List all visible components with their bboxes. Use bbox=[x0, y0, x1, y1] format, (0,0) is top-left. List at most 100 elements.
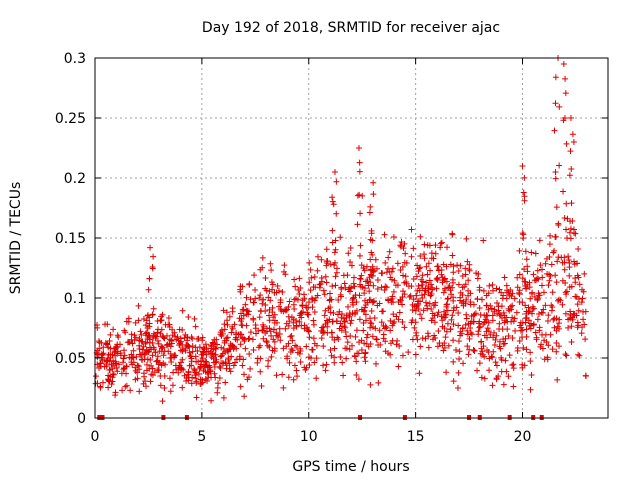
data-point bbox=[423, 279, 430, 286]
data-point bbox=[572, 230, 579, 237]
data-point bbox=[358, 347, 365, 354]
data-point bbox=[378, 284, 385, 291]
data-point bbox=[519, 275, 526, 282]
data-point bbox=[323, 262, 330, 269]
data-point bbox=[332, 273, 339, 280]
data-point bbox=[257, 368, 264, 375]
data-point bbox=[370, 297, 377, 304]
data-point bbox=[290, 376, 297, 383]
data-point bbox=[581, 321, 588, 328]
data-point bbox=[409, 336, 416, 343]
data-point bbox=[221, 321, 228, 328]
data-point bbox=[159, 344, 166, 351]
data-point bbox=[329, 198, 336, 205]
data-point bbox=[566, 172, 573, 179]
data-point bbox=[514, 274, 521, 281]
data-point bbox=[457, 262, 464, 269]
data-point bbox=[509, 290, 516, 297]
data-point bbox=[407, 292, 414, 299]
data-point bbox=[578, 330, 585, 337]
data-point bbox=[177, 347, 184, 354]
data-point bbox=[556, 296, 563, 303]
data-point bbox=[396, 309, 403, 316]
data-point bbox=[216, 375, 223, 382]
data-point bbox=[424, 271, 431, 278]
data-point bbox=[403, 259, 410, 266]
data-point bbox=[493, 362, 500, 369]
data-point bbox=[408, 226, 415, 233]
data-point bbox=[331, 169, 338, 175]
data-point bbox=[310, 284, 317, 290]
data-point bbox=[268, 332, 275, 339]
data-point bbox=[361, 290, 368, 297]
data-point bbox=[180, 366, 187, 373]
data-point bbox=[376, 327, 383, 334]
data-point bbox=[444, 244, 451, 251]
data-point bbox=[417, 311, 424, 318]
data-point bbox=[543, 255, 550, 262]
data-point bbox=[399, 288, 406, 295]
data-point bbox=[547, 331, 554, 338]
data-point bbox=[441, 286, 448, 293]
data-point bbox=[142, 350, 149, 357]
data-point bbox=[167, 388, 174, 395]
data-point bbox=[510, 383, 517, 390]
data-point bbox=[486, 282, 493, 289]
data-point bbox=[534, 267, 541, 274]
data-point bbox=[362, 358, 369, 365]
data-point bbox=[144, 356, 151, 363]
data-point bbox=[160, 334, 167, 341]
data-point bbox=[362, 301, 369, 308]
data-point bbox=[143, 332, 150, 339]
data-point bbox=[425, 285, 432, 292]
data-point bbox=[176, 362, 183, 369]
data-point bbox=[323, 246, 330, 253]
data-point bbox=[500, 381, 507, 388]
data-point bbox=[543, 339, 550, 346]
data-point bbox=[114, 368, 121, 375]
data-point bbox=[465, 351, 472, 358]
data-point bbox=[397, 267, 404, 274]
data-point bbox=[552, 169, 559, 176]
data-point bbox=[477, 350, 484, 357]
data-point bbox=[223, 335, 230, 342]
data-point bbox=[204, 363, 211, 370]
data-point bbox=[372, 360, 379, 367]
data-point bbox=[326, 290, 333, 297]
data-point bbox=[226, 360, 233, 367]
data-point bbox=[136, 388, 143, 395]
data-point bbox=[530, 321, 537, 328]
data-point bbox=[509, 314, 516, 321]
data-point bbox=[291, 296, 298, 303]
data-point bbox=[381, 231, 388, 238]
data-point bbox=[274, 283, 281, 290]
data-point bbox=[562, 310, 569, 317]
y-tick-label: 0.25 bbox=[55, 111, 86, 127]
data-point bbox=[456, 348, 463, 355]
data-point bbox=[220, 394, 227, 401]
data-point bbox=[516, 271, 523, 278]
data-point bbox=[243, 307, 250, 314]
data-point bbox=[491, 342, 498, 349]
data-point bbox=[306, 334, 313, 341]
data-point bbox=[503, 314, 510, 321]
data-point bbox=[417, 253, 424, 260]
data-point bbox=[450, 378, 457, 385]
data-point bbox=[476, 324, 483, 331]
data-point bbox=[339, 359, 346, 366]
data-point bbox=[392, 282, 399, 289]
data-point bbox=[419, 272, 426, 279]
y-tick-label: 0 bbox=[77, 411, 86, 427]
data-point bbox=[132, 319, 139, 326]
data-point bbox=[517, 327, 524, 334]
data-point bbox=[154, 329, 161, 336]
data-point bbox=[133, 353, 140, 360]
data-point bbox=[221, 326, 228, 333]
data-point bbox=[113, 343, 120, 350]
data-point bbox=[266, 312, 273, 319]
data-point bbox=[539, 274, 546, 281]
data-point bbox=[525, 304, 532, 311]
data-point bbox=[470, 346, 477, 353]
data-point bbox=[358, 272, 365, 279]
